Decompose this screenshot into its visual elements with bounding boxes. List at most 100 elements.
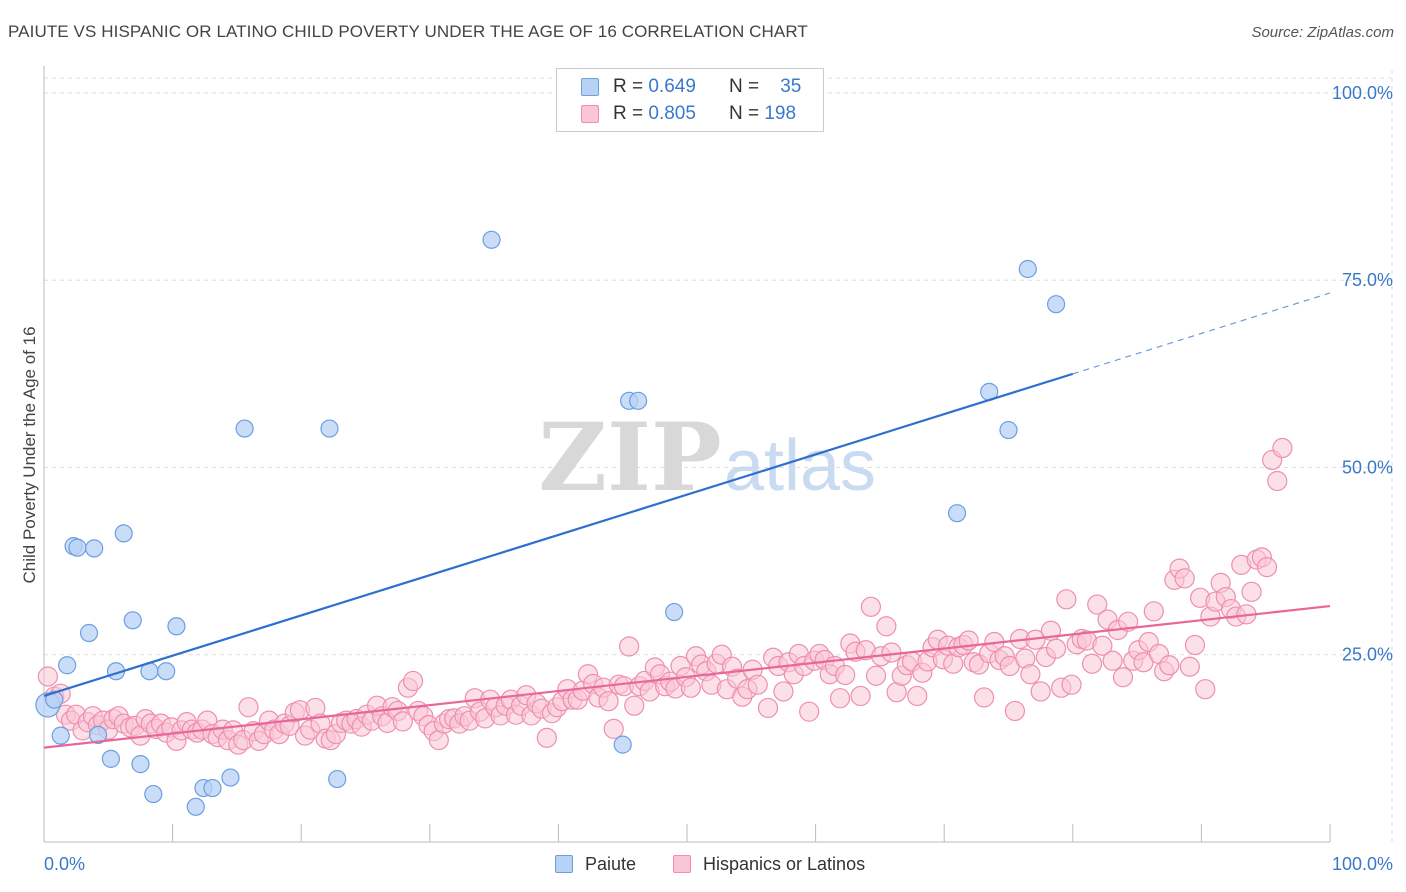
hispanic-point bbox=[907, 685, 928, 707]
hispanic-point bbox=[1195, 679, 1216, 700]
hispanic-swatch bbox=[673, 855, 691, 873]
hispanic-point bbox=[1174, 568, 1195, 589]
paiute-point bbox=[101, 749, 120, 768]
paiute-point bbox=[1018, 259, 1037, 279]
paiute-point bbox=[665, 602, 684, 622]
hispanic-point bbox=[536, 727, 557, 748]
source-label: Source: ZipAtlas.com bbox=[1251, 24, 1394, 41]
paiute-point bbox=[320, 419, 339, 438]
paiute-point bbox=[131, 755, 150, 774]
hispanic-point bbox=[865, 665, 887, 686]
watermark: ZIP atlas bbox=[538, 403, 876, 513]
hispanic-point bbox=[876, 616, 897, 637]
paiute-point bbox=[186, 797, 205, 816]
legend-r-value: 0.649 bbox=[648, 76, 696, 97]
hispanic-point bbox=[1056, 589, 1077, 610]
hispanic-point bbox=[1256, 557, 1278, 578]
hispanic-point bbox=[1030, 681, 1051, 702]
hispanic-point bbox=[757, 697, 779, 719]
legend-n-value: 35 bbox=[780, 76, 802, 97]
paiute-point bbox=[203, 778, 222, 798]
hispanic-point bbox=[238, 697, 259, 718]
paiute-point bbox=[85, 539, 104, 558]
paiute-point bbox=[144, 784, 163, 804]
paiute-point bbox=[328, 769, 347, 789]
paiute-point bbox=[221, 768, 240, 787]
paiute-point bbox=[482, 230, 501, 249]
x-tick-label: 0.0% bbox=[44, 854, 85, 874]
legend-r-label: R = bbox=[613, 76, 644, 97]
paiute-point bbox=[613, 735, 632, 754]
legend-r-label: R = bbox=[613, 103, 644, 124]
legend-n-label: N = bbox=[728, 103, 760, 124]
hispanic-point bbox=[624, 695, 645, 716]
hispanic-point bbox=[799, 701, 820, 722]
hispanic-point bbox=[829, 688, 851, 709]
bottom-legend-hispanic: Hispanics or Latinos bbox=[673, 852, 865, 876]
tick-labels: 25.0% 50.0% 75.0% 100.0% 0.0% 100.0% bbox=[44, 83, 1393, 874]
paiute-point bbox=[114, 524, 133, 543]
x-tick-label: 100.0% bbox=[1332, 854, 1393, 874]
hispanic-point bbox=[773, 681, 794, 702]
y-tick-label: 75.0% bbox=[1342, 270, 1393, 290]
hispanic-point bbox=[1133, 652, 1154, 673]
hispanic-point bbox=[1061, 674, 1082, 695]
hispanic-point bbox=[835, 664, 856, 686]
trend-lines bbox=[43, 292, 1331, 749]
hispanic-point bbox=[402, 670, 424, 692]
legend: R = 0.649 N = 35 R = 0.805 N = 198 bbox=[556, 68, 824, 132]
watermark-atlas: atlas bbox=[724, 426, 876, 506]
paiute-point bbox=[68, 538, 87, 557]
hispanic-point bbox=[973, 687, 995, 708]
hispanic-point bbox=[1179, 656, 1200, 677]
legend-row-hispanic: R = 0.805 N = 198 bbox=[581, 102, 796, 126]
paiute-point bbox=[79, 623, 99, 643]
hispanic-point bbox=[1020, 664, 1041, 685]
hispanic-point bbox=[1159, 655, 1180, 676]
bottom-legend-paiute-label: Paiute bbox=[585, 853, 637, 874]
hispanic-point bbox=[392, 711, 413, 732]
paiute-point bbox=[58, 656, 77, 675]
hispanic-point bbox=[1112, 667, 1134, 688]
hispanic-point bbox=[850, 685, 871, 707]
legend-row-paiute: R = 0.649 N = 35 bbox=[581, 75, 801, 99]
hispanic-point bbox=[1117, 611, 1139, 632]
hispanic-point bbox=[1241, 581, 1262, 602]
hispanic-point bbox=[619, 636, 640, 657]
hispanic-point bbox=[1267, 470, 1288, 492]
paiute-point bbox=[123, 611, 142, 630]
paiute-point bbox=[947, 504, 967, 523]
hispanic-swatch bbox=[581, 105, 599, 123]
hispanic-point bbox=[860, 596, 881, 617]
y-tick-label: 25.0% bbox=[1342, 645, 1393, 665]
paiute-point bbox=[51, 726, 70, 745]
paiute-point bbox=[235, 419, 254, 438]
legend-r-value: 0.805 bbox=[648, 103, 696, 124]
hispanic-points bbox=[37, 437, 1293, 755]
paiute-points bbox=[35, 230, 1066, 816]
hispanic-point bbox=[1184, 634, 1206, 656]
legend-n-label: N = bbox=[728, 76, 760, 97]
hispanic-point bbox=[1272, 437, 1293, 459]
chart-title: PAIUTE VS HISPANIC OR LATINO CHILD POVER… bbox=[8, 22, 808, 41]
y-tick-label: 100.0% bbox=[1332, 83, 1393, 103]
hispanic-point bbox=[1102, 650, 1123, 671]
hispanic-trend-line bbox=[43, 604, 1331, 749]
hispanic-point bbox=[603, 718, 624, 739]
paiute-swatch bbox=[555, 855, 573, 873]
paiute-point bbox=[157, 662, 176, 681]
paiute-point bbox=[167, 617, 186, 636]
hispanic-point bbox=[598, 691, 619, 712]
paiute-swatch bbox=[581, 78, 599, 96]
hispanic-point bbox=[1143, 601, 1164, 622]
hispanic-point bbox=[1087, 594, 1108, 615]
hispanic-point bbox=[1081, 653, 1103, 674]
hispanic-point bbox=[1092, 635, 1113, 656]
bottom-legend-paiute: Paiute bbox=[555, 852, 636, 876]
legend-n-value: 198 bbox=[764, 103, 797, 124]
paiute-trend-extension bbox=[1072, 292, 1331, 375]
hispanic-point bbox=[1045, 638, 1067, 659]
hispanic-point bbox=[1004, 700, 1026, 722]
paiute-point bbox=[45, 690, 64, 709]
